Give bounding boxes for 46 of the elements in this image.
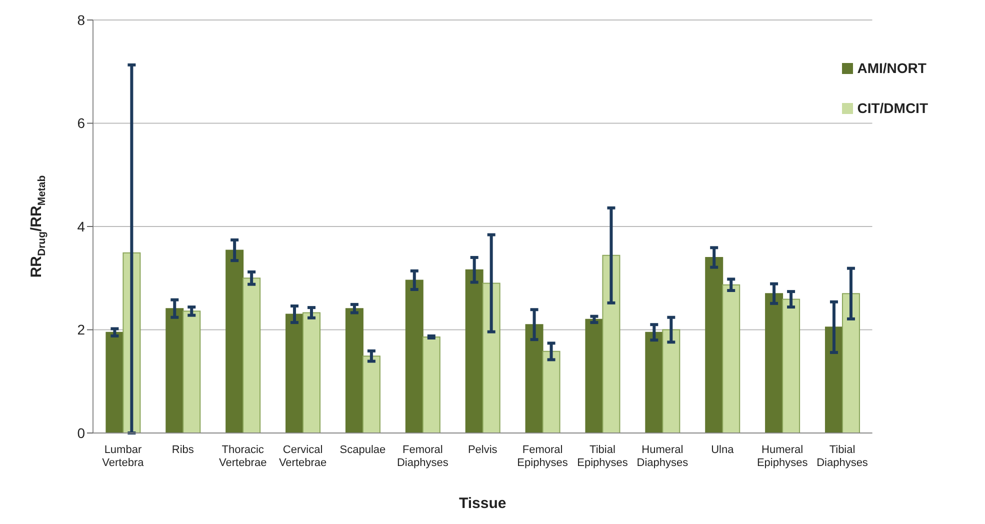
x-tick-label: Femoral Diaphyses (396, 444, 449, 469)
x-tick-label: Femoral Epiphyses (517, 444, 568, 469)
x-tick-label: Lumbar Vertebra (102, 444, 145, 469)
x-tick-label: Ribs (172, 444, 194, 456)
y-tick-label: 4 (77, 218, 86, 234)
legend-label: CIT/DMCIT (857, 100, 928, 116)
bar (362, 356, 380, 433)
x-tick-label: Humeral Epiphyses (756, 444, 808, 469)
x-tick-label: Scapulae (340, 444, 386, 456)
x-tick-label: Tibial Diaphyses (816, 444, 868, 469)
bar (842, 293, 860, 433)
bar (662, 329, 680, 433)
bar (705, 256, 724, 433)
bar (422, 336, 440, 433)
bar (286, 314, 304, 433)
bar (465, 269, 484, 433)
bar (405, 280, 424, 433)
x-tick-label: Cervical Vertebrae (278, 444, 327, 469)
bar (765, 293, 784, 433)
x-tick-label: Ulna (711, 444, 735, 456)
bar (542, 350, 560, 433)
legend-label: AMI/NORT (857, 60, 926, 76)
bar (602, 254, 620, 433)
bar (226, 250, 244, 433)
x-tick-label: Tibial Epiphyses (577, 444, 628, 469)
bar (782, 298, 800, 433)
x-tick-label: Humeral Diaphyses (636, 444, 689, 469)
bar (182, 310, 201, 433)
bar (824, 326, 843, 433)
y-tick-label: 8 (77, 12, 86, 28)
x-tick-label: Thoracic Vertebrae (219, 444, 267, 469)
bar (242, 278, 261, 433)
bar (585, 318, 604, 433)
bar (302, 312, 321, 433)
x-tick-label: Pelvis (468, 444, 498, 456)
x-axis-title: Tissue (458, 495, 506, 512)
bar (345, 308, 364, 433)
y-tick-label: 2 (77, 322, 86, 338)
bar (645, 332, 664, 433)
y-tick-label: 6 (77, 115, 86, 132)
bar (525, 324, 544, 433)
y-tick-label: 0 (77, 424, 86, 441)
bar (482, 282, 500, 433)
bar (166, 308, 184, 433)
bar (722, 284, 740, 433)
bar (106, 332, 124, 433)
